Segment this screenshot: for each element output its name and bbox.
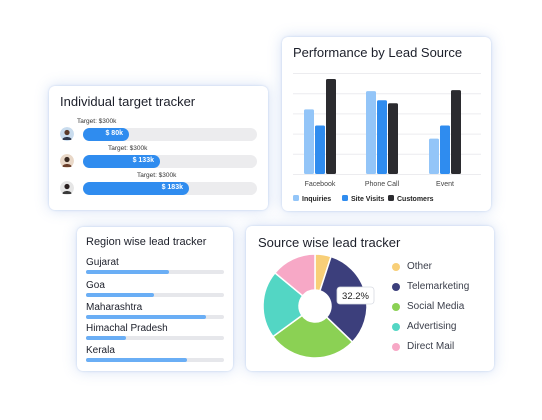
performance-by-lead-source-card: Performance by Lead Source Facebook Phone…: [282, 37, 491, 211]
target-progress-fill: $ 133k: [83, 155, 160, 168]
legend-swatch: [342, 195, 348, 201]
target-label: Target: $300k: [108, 145, 148, 152]
donut-value-callout: 32.2%: [336, 286, 375, 305]
region-row: Goa: [86, 280, 224, 300]
region-label: Gujarat: [86, 257, 119, 268]
legend-label: Direct Mail: [407, 341, 455, 352]
region-progress-track: [86, 315, 224, 319]
region-progress-fill: [86, 293, 154, 297]
performance-bar-chart: Facebook Phone Call Event Inquiries Site Vis…: [293, 73, 481, 203]
target-label: Target: $300k: [137, 172, 177, 179]
target-progress-track: $ 183k: [83, 182, 257, 195]
region-label: Maharashtra: [86, 302, 143, 313]
target-row: $ 183k Target: $300k: [49, 172, 268, 198]
individual-target-tracker-card: Individual target tracker $ 80k Target: …: [49, 86, 268, 210]
legend-swatch: [392, 323, 400, 331]
avatar: [60, 154, 74, 168]
region-row: Himachal Pradesh: [86, 323, 224, 343]
region-progress-track: [86, 270, 224, 274]
legend-swatch: [392, 303, 400, 311]
target-progress-track: $ 80k: [83, 128, 257, 141]
achieved-value: $ 133k: [132, 157, 154, 164]
target-tracker-title: Individual target tracker: [60, 94, 196, 109]
region-progress-track: [86, 293, 224, 297]
region-label: Kerala: [86, 345, 115, 356]
target-progress-fill: $ 80k: [83, 128, 129, 141]
bar-site-visits-phone-call: [377, 100, 387, 174]
region-progress-fill: [86, 358, 187, 362]
legend-label: Social Media: [407, 301, 465, 312]
legend-swatch: [392, 283, 400, 291]
target-label: Target: $300k: [77, 118, 117, 125]
donut-slice-advertising: [262, 271, 304, 338]
legend-label: Customers: [397, 196, 434, 203]
region-wise-lead-tracker-card: Region wise lead tracker Gujarat Goa Mah…: [77, 227, 233, 371]
legend-swatch: [392, 263, 400, 271]
donut-slice-social-media: [271, 314, 354, 359]
avatar: [60, 127, 74, 141]
performance-title: Performance by Lead Source: [293, 45, 463, 60]
bar-customers-facebook: [326, 79, 336, 174]
callout-box: [336, 286, 375, 305]
legend-label: Other: [407, 261, 433, 272]
legend-label: Telemarketing: [407, 281, 470, 292]
source-tracker-title: Source wise lead tracker: [258, 235, 401, 250]
bar-inquiries-facebook: [304, 109, 314, 174]
x-tick-label: Phone Call: [365, 181, 400, 188]
donut-value-label: 32.2%: [342, 291, 369, 302]
region-progress-fill: [86, 270, 169, 274]
legend-label: Advertising: [407, 321, 457, 332]
region-label: Goa: [86, 280, 105, 291]
bar-customers-event: [451, 90, 461, 174]
region-label: Himachal Pradesh: [86, 323, 168, 334]
region-row: Kerala: [86, 345, 224, 365]
bar-inquiries-event: [429, 138, 439, 174]
donut-slice-direct-mail: [273, 253, 316, 297]
region-row: Maharashtra: [86, 302, 224, 322]
achieved-value: $ 80k: [105, 130, 123, 137]
x-tick-label: Event: [436, 181, 454, 188]
target-row: $ 133k Target: $300k: [49, 145, 268, 171]
x-tick-label: Facebook: [305, 181, 336, 188]
bar-site-visits-event: [440, 125, 450, 174]
source-donut-chart: 32.2%: [262, 253, 375, 359]
legend-swatch: [388, 195, 394, 201]
region-tracker-title: Region wise lead tracker: [86, 236, 207, 248]
legend-label: Site Visits: [351, 196, 384, 203]
region-progress-fill: [86, 336, 126, 340]
region-progress-track: [86, 358, 224, 362]
source-wise-lead-tracker-card: Source wise lead tracker 32.2% Other Tel…: [246, 226, 494, 371]
legend-swatch: [293, 195, 299, 201]
region-row: Gujarat: [86, 257, 224, 277]
legend-label: Inquiries: [302, 196, 331, 203]
region-progress-fill: [86, 315, 206, 319]
legend-swatch: [392, 343, 400, 351]
bar-site-visits-facebook: [315, 125, 325, 174]
bar-customers-phone-call: [388, 103, 398, 174]
avatar: [60, 181, 74, 195]
bar-inquiries-phone-call: [366, 91, 376, 174]
target-progress-fill: $ 183k: [83, 182, 189, 195]
target-progress-track: $ 133k: [83, 155, 257, 168]
target-row: $ 80k Target: $300k: [49, 118, 268, 144]
achieved-value: $ 183k: [161, 184, 183, 191]
region-progress-track: [86, 336, 224, 340]
